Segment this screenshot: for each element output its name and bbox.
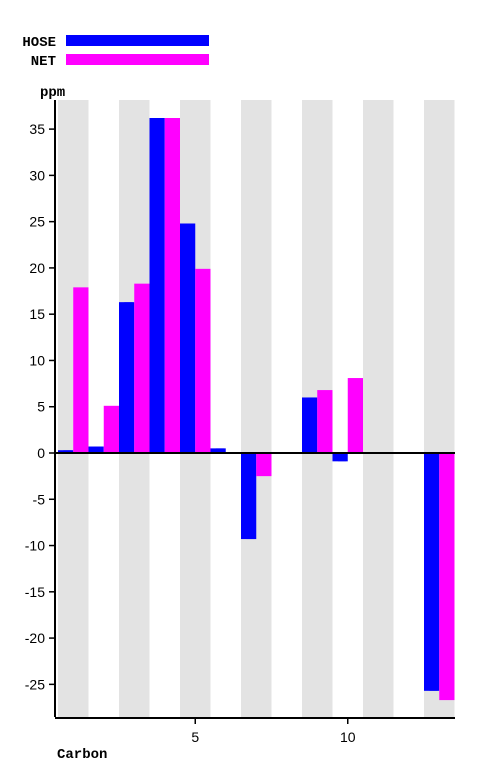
axes (54, 100, 455, 719)
bar-shade (262, 453, 270, 476)
bar-body (73, 287, 89, 453)
bar-hose (58, 450, 74, 453)
y-tick-label: 15 (29, 306, 45, 322)
bar-shade (63, 450, 72, 453)
bar-shade (215, 448, 225, 453)
y-tick-label: 30 (29, 167, 45, 183)
bar-shade (323, 390, 331, 453)
bar-net (73, 287, 89, 453)
y-tick-label: 25 (29, 214, 45, 230)
y-tick-label: -20 (25, 630, 45, 646)
legend-swatch (66, 35, 209, 46)
y-tick-label: 20 (29, 260, 45, 276)
y-tick-label: -25 (25, 676, 45, 692)
bar-net (164, 118, 180, 453)
x-tick-label: 5 (191, 729, 199, 745)
bar-body (103, 405, 119, 453)
bar-hose (180, 223, 196, 453)
y-tick-label: 5 (37, 399, 45, 415)
bar-net (103, 405, 119, 453)
x-tick-label: 10 (340, 729, 356, 745)
legend: HOSE NET (22, 35, 209, 70)
x-axis-title: Carbon (57, 747, 107, 763)
bar-net (195, 268, 211, 453)
y-axis-title: ppm (40, 85, 65, 101)
bar-shade (445, 453, 453, 700)
bar-body (347, 378, 363, 453)
bar-net (134, 283, 150, 453)
y-ticks: -25 -20 -15 -10 -5 0 5 10 15 20 25 30 35 (25, 121, 55, 692)
y-tick-label: -5 (33, 491, 46, 507)
bar-body (195, 268, 211, 453)
bar-shade (246, 453, 255, 540)
bar-shade (170, 118, 178, 453)
y-tick-label: 35 (29, 121, 45, 137)
bar-shade (201, 269, 209, 453)
bar-hose (119, 302, 135, 453)
grid-band (363, 100, 394, 717)
bar-shade (109, 406, 117, 453)
grid-band (241, 100, 272, 717)
bar-hose (88, 446, 104, 453)
bar-shade (154, 118, 164, 453)
bar-shade (124, 302, 133, 453)
y-tick-label: -10 (25, 538, 45, 554)
bar-shade (353, 378, 361, 453)
x-ticks: 5 10 (191, 717, 356, 745)
bar-shade (140, 284, 148, 453)
legend-label: HOSE (22, 35, 56, 51)
bar-shade (185, 223, 194, 453)
bar-hose (210, 448, 226, 453)
bar-hose (302, 397, 318, 453)
bar-body (134, 283, 150, 453)
bar-net (439, 453, 455, 701)
legend-label: NET (31, 54, 56, 70)
legend-swatch (66, 54, 209, 65)
y-tick-label: 0 (37, 445, 45, 461)
bar-hose (332, 453, 348, 462)
bar-body (439, 453, 455, 701)
bar-hose (149, 118, 165, 453)
bar-body (164, 118, 180, 453)
y-tick-label: -15 (25, 584, 45, 600)
bar-shade (79, 287, 87, 453)
bar-hose (241, 453, 257, 540)
bar-hose (424, 453, 440, 691)
bar-shade (93, 446, 103, 453)
bar-shade (307, 397, 316, 453)
bar-body (256, 453, 272, 477)
bar-net (347, 378, 363, 453)
bar-body (317, 390, 333, 453)
bar-shade (429, 453, 438, 691)
bar-net (317, 390, 333, 453)
bar-net (256, 453, 272, 477)
y-tick-label: 10 (29, 352, 45, 368)
bar-shade (337, 453, 347, 462)
bars (58, 118, 455, 701)
